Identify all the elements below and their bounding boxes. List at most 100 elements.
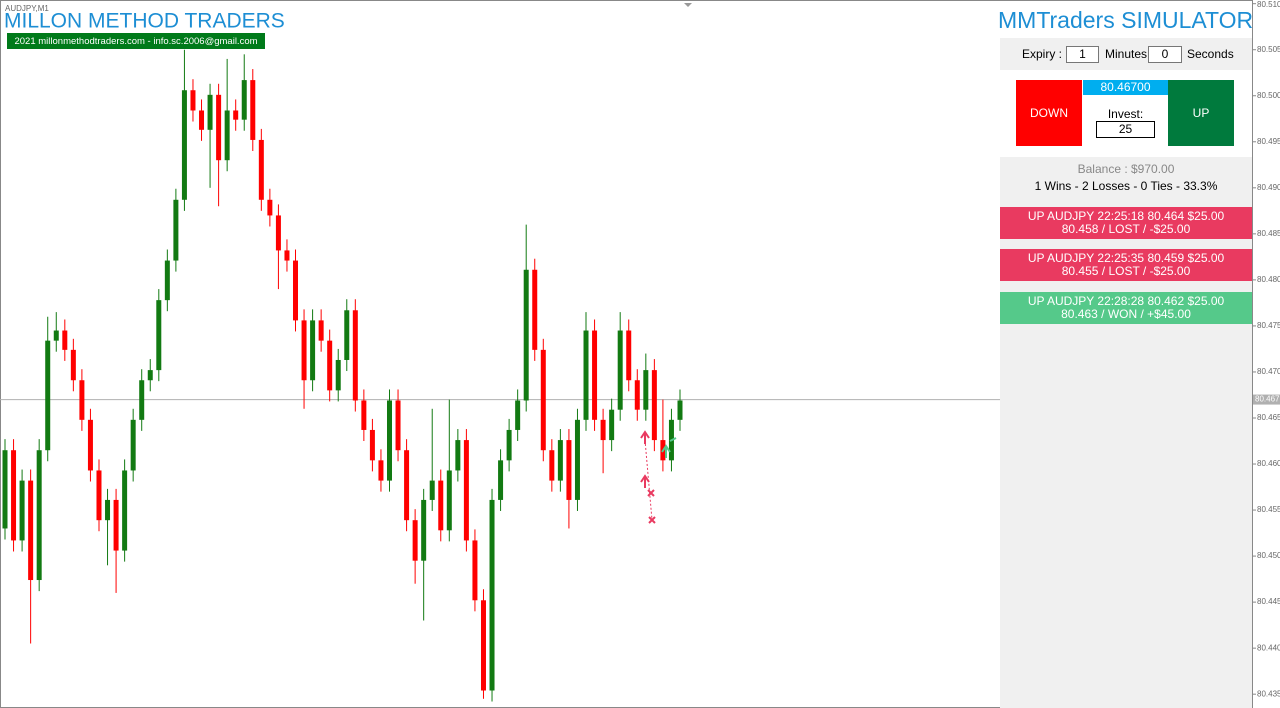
- expiry-label: Expiry :: [1022, 47, 1063, 61]
- candle-body: [489, 499, 495, 691]
- candle-body: [216, 94, 222, 161]
- loss-cross: [648, 516, 656, 524]
- balance: Balance : $970.00: [1077, 162, 1175, 176]
- invest-label: Invest:: [1107, 107, 1144, 121]
- candle-body: [130, 419, 136, 471]
- symbol-label: AUDJPY,M1: [5, 4, 49, 13]
- expiry-row: Expiry : 1 Minutes 0 Seconds: [1000, 38, 1252, 70]
- candle-body: [96, 470, 102, 521]
- trade-line1: UP AUDJPY 22:25:18 80.464 $25.00: [1027, 209, 1225, 223]
- candle-body: [617, 330, 623, 410]
- brand-title: MILLON METHOD TRADERS: [4, 10, 285, 33]
- candle-body: [156, 300, 162, 371]
- candle-body: [455, 440, 461, 471]
- trade-line2: 80.463 / WON / +$45.00: [1061, 307, 1191, 321]
- candle-body: [378, 460, 384, 481]
- candle-body: [122, 470, 128, 551]
- trade-line2: 80.458 / LOST / -$25.00: [1061, 222, 1191, 236]
- panel-header: MMTraders SIMULATOR: [998, 0, 1254, 38]
- candle-body: [207, 94, 213, 130]
- y-tick-label: 80.465: [1257, 413, 1280, 422]
- y-tick-label: 80.440: [1257, 643, 1280, 652]
- candle-body: [327, 340, 333, 391]
- y-tick-label: 80.495: [1257, 137, 1280, 146]
- trade-entry: UP AUDJPY 22:28:28 80.462 $25.00 80.463 /…: [1000, 292, 1252, 324]
- y-tick-label: 80.475: [1257, 321, 1280, 330]
- y-tick-label: 80.455: [1257, 505, 1280, 514]
- candle-body: [574, 419, 580, 500]
- candle-body: [267, 199, 273, 216]
- candle-body: [498, 460, 504, 500]
- contact-box: [7, 33, 265, 49]
- trade-entry: UP AUDJPY 22:25:18 80.464 $25.00 80.458 /…: [1000, 207, 1252, 239]
- trade-line2: 80.455 / LOST / -$25.00: [1061, 264, 1191, 278]
- y-tick-label: 80.470: [1257, 367, 1280, 376]
- candle-body: [651, 370, 657, 441]
- candle-body: [583, 330, 589, 420]
- trade-markers: [640, 430, 677, 524]
- y-tick-label: 80.510: [1257, 0, 1280, 9]
- candle-body: [592, 330, 598, 420]
- candle-body: [480, 600, 486, 691]
- candle-body: [344, 310, 350, 360]
- candle-body: [566, 440, 572, 500]
- candle-body: [609, 409, 615, 441]
- candle-body: [540, 349, 546, 451]
- up-button[interactable]: UP: [1168, 80, 1234, 146]
- y-tick-label: 80.480: [1257, 275, 1280, 284]
- candle-body: [386, 400, 392, 481]
- candle-body: [147, 370, 153, 381]
- candle-body: [11, 450, 17, 541]
- candle-body: [369, 429, 375, 461]
- seconds-input[interactable]: 0: [1148, 46, 1182, 63]
- y-tick-label: 80.490: [1257, 183, 1280, 192]
- candle-body: [199, 110, 205, 130]
- candle-body: [557, 440, 563, 481]
- candle-body: [310, 320, 316, 381]
- candle-body: [275, 215, 281, 251]
- candle-body: [634, 380, 640, 410]
- candle-body: [241, 80, 247, 120]
- candle-body: [301, 320, 307, 381]
- candle-body: [53, 330, 59, 341]
- candle-body: [318, 320, 324, 341]
- candle-body: [87, 419, 93, 471]
- invest-input[interactable]: 25: [1096, 121, 1155, 138]
- win-mark: [669, 437, 677, 442]
- candle-body: [139, 380, 145, 420]
- seconds-label: Seconds: [1187, 47, 1234, 61]
- results-area: Balance : $970.00 1 Wins - 2 Losses - 0 …: [1000, 157, 1252, 708]
- order-area: DOWN 80.46700 Invest: 25 UP: [1000, 70, 1252, 157]
- candle-body: [361, 400, 367, 430]
- candle-body: [70, 349, 76, 381]
- candle-body: [643, 370, 649, 410]
- candle-body: [233, 110, 239, 120]
- y-tick-label: 80.435: [1257, 689, 1280, 698]
- y-tick-label: 80.485: [1257, 229, 1280, 238]
- contact-text: 2021 millonmethodtraders.com - info.sc.2…: [14, 36, 257, 47]
- minutes-input[interactable]: 1: [1066, 46, 1099, 63]
- current-price-label: 80.467: [1255, 395, 1280, 404]
- candle-body: [438, 480, 444, 531]
- candle-body: [250, 80, 256, 140]
- candle-body: [113, 499, 119, 551]
- stats: 1 Wins - 2 Losses - 0 Ties - 33.3%: [1034, 179, 1218, 193]
- candle-body: [284, 250, 290, 261]
- candle-body: [532, 269, 538, 350]
- minutes-label: Minutes: [1105, 47, 1148, 61]
- candle-body: [352, 310, 358, 401]
- buy-arrow: [661, 444, 671, 458]
- candle-body: [19, 480, 25, 541]
- candle-body: [62, 330, 68, 350]
- candle-body: [293, 260, 299, 321]
- candle-body: [523, 269, 529, 401]
- candle-body: [173, 199, 179, 261]
- candle-body: [105, 499, 111, 521]
- trade-line1: UP AUDJPY 22:25:35 80.459 $25.00: [1027, 251, 1225, 265]
- down-button[interactable]: DOWN: [1016, 80, 1082, 146]
- simulator-title: MMTraders SIMULATOR: [998, 7, 1254, 33]
- candle-body: [515, 400, 521, 430]
- buy-arrow: [640, 474, 650, 488]
